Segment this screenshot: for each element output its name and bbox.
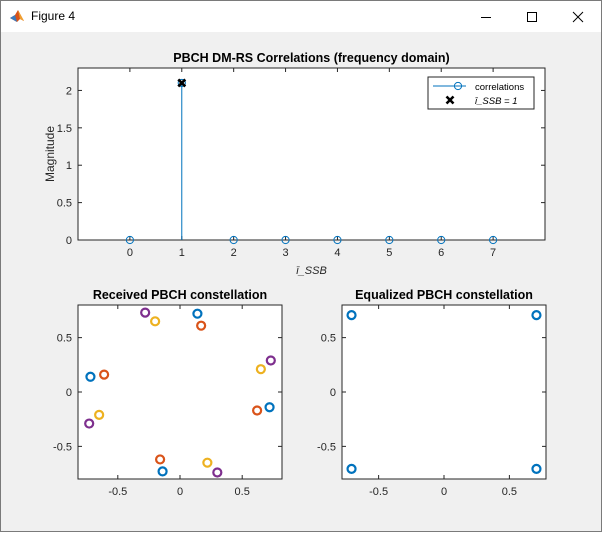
- legend-box: [427, 76, 535, 110]
- constellation-point: [94, 409, 105, 420]
- legend-entry-correlations: correlations: [475, 82, 524, 93]
- stem-marker: [385, 235, 394, 245]
- x-tick-label: 3: [282, 247, 288, 259]
- x-tick-label: 4: [334, 247, 340, 259]
- received-series-0: [85, 308, 275, 477]
- received-series-3: [84, 307, 276, 478]
- selected-ssb-marker: [177, 78, 187, 88]
- received-series-1: [99, 320, 263, 465]
- constellation-point: [140, 307, 151, 318]
- stem-marker: [177, 78, 186, 88]
- figure-area: 0 1 2 3 4 5 6 7 0 0.5 1 1.5 2 PBCH DM-RS Correlations…: [1, 32, 601, 531]
- constellation-point: [99, 369, 110, 380]
- equalized-series-0: [346, 310, 542, 474]
- legend-entry-selected: ī_SSB = 1: [475, 96, 518, 107]
- x-tick-label: 0: [441, 486, 447, 498]
- y-tick-label: 0.5: [321, 333, 336, 345]
- received-axes-box: [77, 304, 283, 480]
- constellation-point: [85, 371, 96, 382]
- window-title: Figure 4: [31, 9, 76, 23]
- constellation-point: [255, 364, 266, 375]
- legend-circle-sample: [453, 81, 463, 91]
- constellation-point: [531, 463, 542, 474]
- constellation-point: [150, 316, 161, 327]
- close-button[interactable]: [555, 1, 601, 32]
- y-tick-label: 0.5: [57, 333, 72, 345]
- legend-cross-sample: [445, 95, 455, 105]
- received-series-2: [94, 316, 266, 468]
- received-ticks: -0.5 0 0.5 -0.5 0 0.5: [53, 305, 282, 498]
- corr-y-axis-label: Magnitude: [43, 126, 57, 182]
- stem-marker: [437, 235, 446, 245]
- y-tick-label: 1: [66, 160, 72, 172]
- equalized-chart-title: Equalized PBCH constellation: [355, 288, 533, 302]
- constellation-point: [346, 463, 357, 474]
- x-tick-label: 0.5: [502, 486, 517, 498]
- corr-legend: correlations ī_SSB = 1: [427, 76, 535, 110]
- constellation-point: [157, 466, 168, 477]
- close-icon: [572, 11, 584, 22]
- matlab-logo-icon: [10, 10, 24, 22]
- corr-ticks: 0 1 2 3 4 5 6 7 0 0.5 1 1.5 2: [57, 68, 545, 259]
- constellation-point: [264, 402, 275, 413]
- minimize-icon: [481, 16, 491, 18]
- y-tick-label: 1.5: [57, 123, 72, 135]
- constellation-point: [192, 308, 203, 319]
- constellation-point: [346, 310, 357, 321]
- correlations-series: [125, 78, 498, 245]
- constellation-point: [202, 457, 213, 468]
- figure-canvas: 0 1 2 3 4 5 6 7 0 0.5 1 1.5 2 PBCH DM-RS Correlations…: [43, 51, 547, 498]
- x-tick-label: 0.5: [235, 486, 250, 498]
- y-tick-label: 0: [330, 387, 336, 399]
- y-tick-label: -0.5: [53, 441, 72, 453]
- x-tick-label: 0: [177, 486, 183, 498]
- stem-marker: [281, 235, 290, 245]
- constellation-point: [252, 405, 263, 416]
- constellation-point: [531, 310, 542, 321]
- x-tick-label: 7: [490, 247, 496, 259]
- minimize-button[interactable]: [463, 1, 509, 32]
- x-tick-label: -0.5: [108, 486, 127, 498]
- stem-marker: [125, 235, 134, 245]
- x-tick-label: -0.5: [369, 486, 388, 498]
- constellation-point: [196, 320, 207, 331]
- constellation-point: [84, 418, 95, 429]
- y-tick-label: 0: [66, 235, 72, 247]
- y-tick-label: 0: [66, 387, 72, 399]
- y-tick-label: 2: [66, 85, 72, 97]
- stem-marker: [489, 235, 498, 245]
- corr-chart-title: PBCH DM-RS Correlations (frequency domai…: [173, 51, 449, 65]
- equalized-axes-box: [341, 304, 547, 480]
- constellation-point: [154, 454, 166, 465]
- x-tick-label: 5: [386, 247, 392, 259]
- equalized-ticks: -0.5 0 0.5 -0.5 0 0.5: [317, 305, 546, 498]
- constellation-point: [265, 355, 276, 366]
- title-bar[interactable]: Figure 4: [1, 1, 601, 32]
- y-tick-label: 0.5: [57, 198, 72, 210]
- x-tick-label: 6: [438, 247, 444, 259]
- corr-x-axis-label: ī_SSB: [296, 265, 327, 277]
- stem-marker: [229, 235, 238, 245]
- received-chart-title: Received PBCH constellation: [93, 288, 267, 302]
- x-tick-label: 2: [231, 247, 237, 259]
- maximize-icon: [527, 11, 537, 22]
- maximize-button[interactable]: [509, 1, 555, 32]
- constellation-point: [212, 467, 223, 478]
- y-tick-label: -0.5: [317, 441, 336, 453]
- x-tick-label: 0: [127, 247, 133, 259]
- x-tick-label: 1: [179, 247, 185, 259]
- stem-marker: [333, 235, 342, 245]
